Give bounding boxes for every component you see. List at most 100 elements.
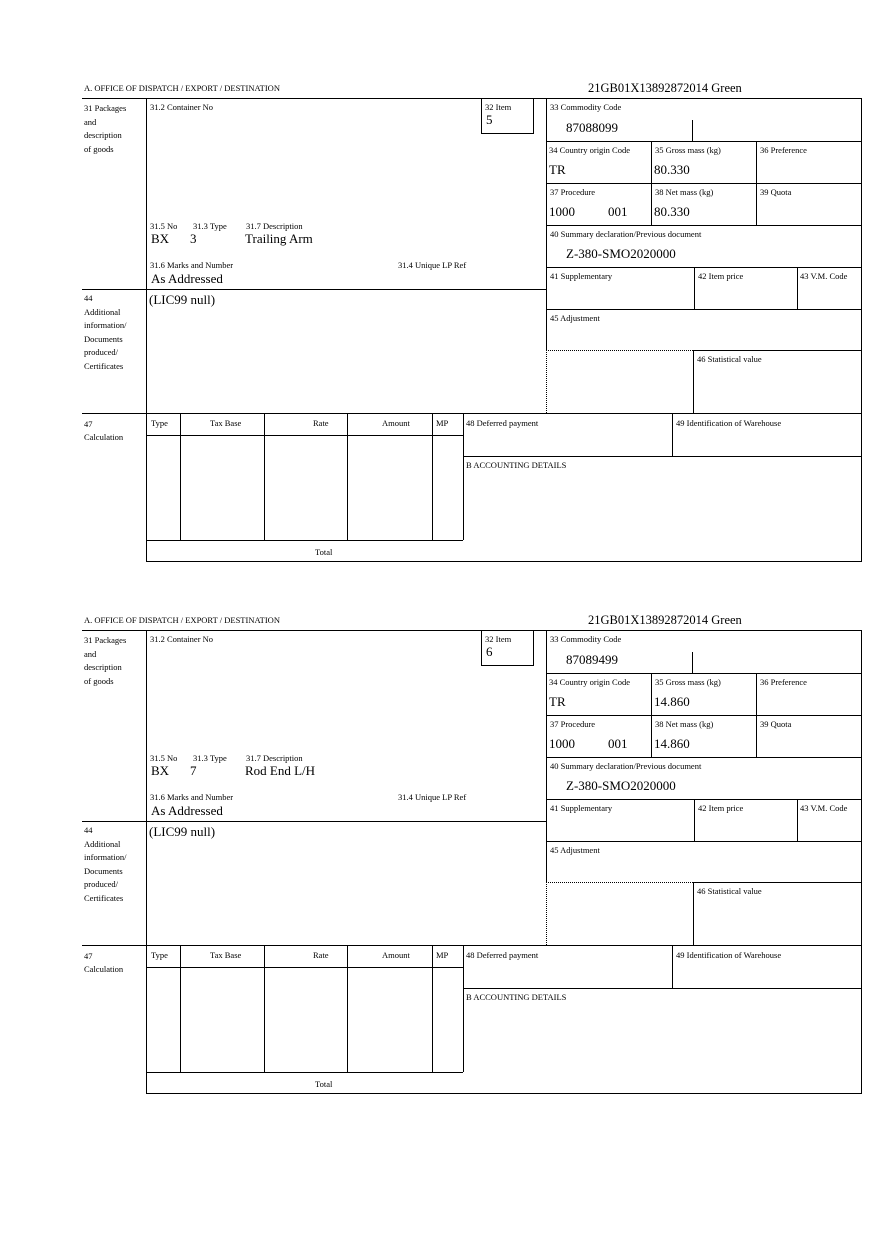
rule bbox=[861, 630, 862, 1093]
rule bbox=[146, 540, 463, 541]
additional-info-value: (LIC99 null) bbox=[149, 824, 216, 839]
quota-label: 39 Quota bbox=[760, 719, 792, 729]
container-no-label: 31.2 Container No bbox=[150, 102, 214, 112]
rule bbox=[546, 350, 547, 413]
rule bbox=[546, 141, 861, 142]
rule bbox=[693, 350, 861, 351]
rule bbox=[432, 413, 433, 540]
country-origin-label: 34 Country origin Code bbox=[549, 677, 630, 687]
additional-info-label: 44 Additional information/ Documents pro… bbox=[84, 293, 127, 371]
rule bbox=[82, 821, 546, 822]
rule bbox=[546, 882, 693, 883]
rule bbox=[797, 799, 798, 841]
rule bbox=[264, 945, 265, 1072]
rule bbox=[481, 98, 482, 133]
rule bbox=[693, 350, 694, 413]
country-origin-value: TR bbox=[549, 694, 566, 709]
item-price-label: 42 Item price bbox=[698, 271, 744, 281]
no-label: 31.5 No bbox=[150, 221, 178, 231]
rule bbox=[146, 630, 147, 1093]
rule bbox=[756, 141, 757, 225]
rule bbox=[481, 630, 482, 665]
total-label: Total bbox=[315, 1079, 333, 1089]
description-value: Trailing Arm bbox=[245, 231, 313, 246]
calc-rate-header: Rate bbox=[313, 418, 329, 428]
supplementary-label: 41 Supplementary bbox=[550, 803, 613, 813]
accounting-label: B ACCOUNTING DETAILS bbox=[466, 460, 567, 470]
type-label: 31.3 Type bbox=[193, 221, 227, 231]
rule bbox=[797, 267, 798, 309]
section-a-title: A. OFFICE OF DISPATCH / EXPORT / DESTINA… bbox=[84, 615, 280, 625]
rule bbox=[347, 945, 348, 1072]
country-origin-value: TR bbox=[549, 162, 566, 177]
warehouse-label: 49 Identification of Warehouse bbox=[676, 950, 782, 960]
rule bbox=[82, 289, 546, 290]
rule bbox=[692, 120, 693, 141]
commodity-code-value: 87088099 bbox=[566, 120, 618, 135]
quota-label: 39 Quota bbox=[760, 187, 792, 197]
adjustment-label: 45 Adjustment bbox=[550, 313, 600, 323]
rule bbox=[694, 267, 695, 309]
no-value: BX bbox=[151, 763, 170, 778]
rule bbox=[463, 945, 464, 1072]
reference-number: 21GB01X13892872014 Green bbox=[588, 81, 742, 95]
calc-mp-header: MP bbox=[436, 950, 449, 960]
type-value: 7 bbox=[190, 763, 197, 778]
preference-label: 36 Preference bbox=[760, 145, 807, 155]
rule bbox=[481, 133, 534, 134]
rule bbox=[546, 309, 861, 310]
item-value: 5 bbox=[486, 112, 493, 127]
declaration-item-form: A. OFFICE OF DISPATCH / EXPORT / DESTINA… bbox=[0, 532, 882, 1094]
rule bbox=[533, 98, 534, 133]
unique-lp-label: 31.4 Unique LP Ref bbox=[398, 260, 467, 270]
rule bbox=[546, 757, 861, 758]
unique-lp-label: 31.4 Unique LP Ref bbox=[398, 792, 467, 802]
statistical-value-label: 46 Statistical value bbox=[697, 354, 762, 364]
summary-decl-value: Z-380-SMO2020000 bbox=[566, 778, 676, 793]
rule bbox=[146, 98, 147, 561]
declaration-item-form: A. OFFICE OF DISPATCH / EXPORT / DESTINA… bbox=[0, 0, 882, 562]
container-no-label: 31.2 Container No bbox=[150, 634, 214, 644]
section-a-title: A. OFFICE OF DISPATCH / EXPORT / DESTINA… bbox=[84, 83, 280, 93]
rule bbox=[481, 665, 534, 666]
procedure-additional-value: 001 bbox=[608, 736, 628, 751]
calc-amount-header: Amount bbox=[382, 418, 410, 428]
commodity-code-label: 33 Commodity Code bbox=[550, 634, 622, 644]
reference-number: 21GB01X13892872014 Green bbox=[588, 613, 742, 627]
net-mass-label: 38 Net mass (kg) bbox=[655, 187, 714, 197]
vm-code-label: 43 V.M. Code bbox=[800, 803, 848, 813]
summary-decl-label: 40 Summary declaration/Previous document bbox=[550, 229, 702, 239]
rule bbox=[533, 630, 534, 665]
adjustment-label: 45 Adjustment bbox=[550, 845, 600, 855]
calculation-label: 47 Calculation bbox=[84, 419, 124, 442]
rule bbox=[692, 652, 693, 673]
commodity-code-label: 33 Commodity Code bbox=[550, 102, 622, 112]
rule bbox=[180, 413, 181, 540]
type-value: 3 bbox=[190, 231, 197, 246]
rule bbox=[861, 98, 862, 561]
calc-type-header: Type bbox=[151, 950, 168, 960]
net-mass-value: 14.860 bbox=[654, 736, 690, 751]
rule bbox=[82, 98, 862, 99]
rule bbox=[146, 1072, 463, 1073]
procedure-label: 37 Procedure bbox=[550, 719, 596, 729]
net-mass-label: 38 Net mass (kg) bbox=[655, 719, 714, 729]
rule bbox=[82, 413, 862, 414]
rule bbox=[463, 413, 464, 540]
summary-decl-value: Z-380-SMO2020000 bbox=[566, 246, 676, 261]
rule bbox=[432, 945, 433, 1072]
item-label: 32 Item bbox=[485, 102, 512, 112]
rule bbox=[546, 98, 547, 350]
calc-tax-base-header: Tax Base bbox=[210, 950, 242, 960]
gross-mass-value: 14.860 bbox=[654, 694, 690, 709]
calc-amount-header: Amount bbox=[382, 950, 410, 960]
packages-label: 31 Packages and description of goods bbox=[84, 635, 127, 686]
rule bbox=[82, 945, 862, 946]
marks-value: As Addressed bbox=[151, 803, 223, 818]
rule bbox=[672, 413, 673, 456]
vm-code-label: 43 V.M. Code bbox=[800, 271, 848, 281]
calc-rate-header: Rate bbox=[313, 950, 329, 960]
calc-tax-base-header: Tax Base bbox=[210, 418, 242, 428]
net-mass-value: 80.330 bbox=[654, 204, 690, 219]
rule bbox=[546, 183, 861, 184]
